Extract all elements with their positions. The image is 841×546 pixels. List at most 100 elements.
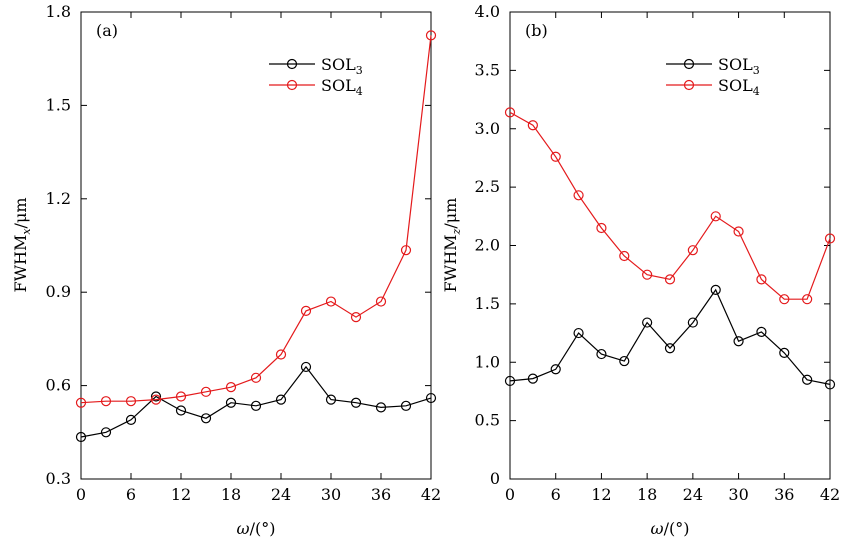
series-line — [80, 365, 432, 438]
data-point — [687, 245, 698, 256]
y-tick-label: 0 — [490, 469, 500, 488]
series-line — [80, 35, 432, 404]
data-point — [300, 361, 312, 373]
data-point — [100, 396, 112, 407]
data-point — [527, 373, 538, 384]
y-tick-label: 4.0 — [475, 2, 500, 21]
y-tick-label: 0.3 — [46, 469, 71, 488]
data-point — [504, 375, 516, 387]
x-tick-label: 24 — [683, 485, 703, 504]
panel-b-label: (b) — [525, 21, 548, 40]
legend-item-sol3: SOL3 — [269, 55, 363, 77]
data-point — [642, 269, 653, 280]
y-tick-label: 2.5 — [475, 177, 500, 196]
legend-label-sub: 4 — [356, 85, 363, 98]
legend-label-main: SOL — [718, 76, 753, 95]
panel-b-plot-frame — [509, 11, 831, 480]
y-tick-label: 1.8 — [46, 2, 71, 21]
data-point — [824, 379, 836, 390]
y-tick-label: 3.0 — [475, 119, 500, 138]
data-point — [325, 296, 337, 307]
x-tick-label: 6 — [126, 485, 136, 504]
data-point — [400, 400, 412, 411]
data-point — [175, 391, 187, 402]
legend-item-sol4: SOL4 — [269, 76, 363, 98]
legend-label-sub: 3 — [356, 64, 363, 77]
legend-label-main: SOL — [718, 55, 753, 74]
panel-b-legend: SOL3 SOL4 — [666, 55, 760, 98]
panel-b: 0 6 12 18 24 30 36 4200.51.01.52.02.53.03.54.0 … — [441, 2, 840, 538]
y-tick-label: 1.2 — [46, 189, 71, 208]
data-point — [425, 392, 437, 404]
y-tick-label: 1.0 — [475, 352, 500, 371]
data-point — [125, 396, 137, 407]
data-point — [175, 405, 187, 416]
data-point — [200, 413, 212, 424]
data-point — [619, 250, 630, 262]
y-tick-label: 1.5 — [475, 294, 500, 313]
data-point — [733, 226, 744, 237]
data-point — [400, 245, 412, 256]
data-point — [225, 397, 237, 408]
x-tick-label: 30 — [321, 485, 341, 504]
y-tick-label: 0.6 — [46, 376, 71, 395]
y-tick-label: 2.0 — [475, 236, 500, 255]
panel-b-ylabel: FWHMz/μm — [441, 198, 463, 293]
legend-label-sub: 4 — [753, 85, 760, 98]
data-point — [527, 120, 538, 131]
data-point — [300, 305, 312, 316]
data-point — [779, 347, 790, 359]
data-point — [325, 394, 337, 405]
data-point — [504, 107, 516, 118]
data-point — [664, 274, 676, 285]
data-point — [425, 30, 437, 41]
legend-marker — [683, 79, 695, 91]
data-point — [550, 364, 561, 375]
x-tick-label: 0 — [505, 485, 515, 504]
panel-b-ticks: 0 6 12 18 24 30 36 42 0 0.5 1.0 1.5 2.0 2.5 3.0 3.5 4.0 — [475, 2, 841, 504]
data-point — [733, 336, 744, 347]
legend-marker — [286, 58, 298, 70]
x-tick-label: 18 — [221, 485, 241, 504]
data-point — [150, 394, 162, 405]
x-tick-label: 30 — [728, 485, 748, 504]
data-point — [150, 391, 162, 402]
legend-item-sol3: SOL3 — [666, 55, 760, 77]
legend-label: SOL3 — [321, 55, 363, 77]
data-point — [710, 211, 721, 222]
legend-item-sol4: SOL4 — [666, 76, 760, 98]
data-point — [200, 386, 212, 397]
data-point — [802, 294, 813, 305]
x-tick-label: 6 — [551, 485, 561, 504]
panel-a-xlabel: ω/(°) — [237, 519, 276, 538]
panel-b-series — [504, 107, 836, 390]
data-point — [756, 274, 767, 285]
x-tick-label: 24 — [271, 485, 291, 504]
data-point — [350, 397, 362, 408]
legend-label: SOL4 — [718, 76, 760, 98]
panel-a-label: (a) — [96, 21, 118, 40]
data-point — [225, 382, 237, 393]
legend-marker — [286, 79, 298, 91]
panel-a-ylabel: FWHMx/μm — [11, 197, 33, 292]
data-point — [350, 312, 362, 323]
data-point — [756, 326, 767, 337]
legend-label-main: SOL — [321, 76, 356, 95]
x-tick-label: 36 — [371, 485, 391, 504]
data-point — [75, 397, 87, 408]
data-point — [250, 372, 262, 383]
data-point — [824, 233, 836, 244]
data-point — [275, 349, 287, 360]
data-point — [100, 427, 112, 438]
y-tick-label: 1.5 — [46, 95, 71, 114]
legend-label-main: SOL — [321, 55, 356, 74]
series-line — [509, 111, 831, 300]
panel-a-ticks: 0 6 12 18 24 30 36 42 0.3 0.6 0.9 1.2 1.5 1.8 — [46, 2, 442, 504]
y-tick-label: 3.5 — [475, 60, 500, 79]
panel-b-xlabel: ω/(°) — [651, 519, 690, 538]
legend-marker — [683, 58, 695, 70]
data-point — [275, 394, 287, 405]
data-point — [75, 431, 87, 443]
data-point — [573, 327, 584, 339]
